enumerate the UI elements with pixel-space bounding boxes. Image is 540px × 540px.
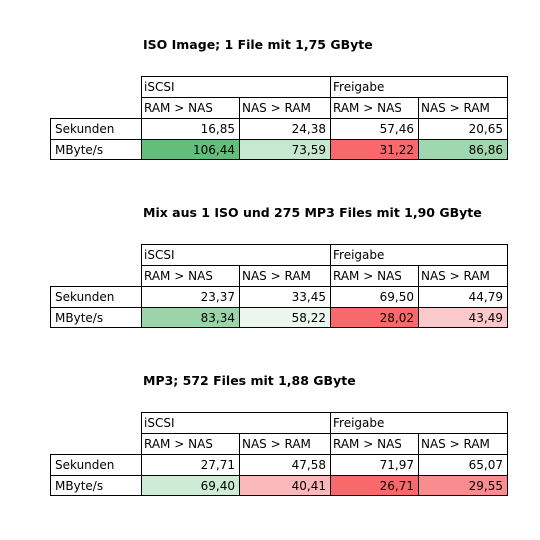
row-label-mbyte: MByte/s [50,139,141,160]
value-cell-colored: 31,22 [330,139,418,160]
row-label-mbyte: MByte/s [50,307,141,328]
row-label-sekunden: Sekunden [50,454,141,475]
value-cell: 47,58 [239,454,330,475]
value-cell-colored: 43,49 [418,307,508,328]
row-label-mbyte: MByte/s [50,475,141,496]
section-title: ISO Image; 1 File mit 1,75 GByte [143,37,373,52]
section-title: MP3; 572 Files mit 1,88 GByte [143,373,356,388]
value-cell-colored: 40,41 [239,475,330,496]
group-header-iscsi: iSCSI [141,76,330,97]
column-header: RAM > NAS [141,265,239,286]
value-cell-colored: 106,44 [141,139,239,160]
value-cell-colored: 28,02 [330,307,418,328]
value-cell: 24,38 [239,118,330,139]
column-header: NAS > RAM [418,433,508,454]
value-cell: 57,46 [330,118,418,139]
group-header-freigabe: Freigabe [330,244,508,265]
value-cell: 71,97 [330,454,418,475]
column-header: NAS > RAM [239,433,330,454]
value-cell-colored: 73,59 [239,139,330,160]
value-cell: 44,79 [418,286,508,307]
value-cell: 33,45 [239,286,330,307]
value-cell: 27,71 [141,454,239,475]
results-table: iSCSI Freigabe RAM > NAS NAS > RAM RAM >… [50,412,508,496]
group-header-freigabe: Freigabe [330,412,508,433]
value-cell: 23,37 [141,286,239,307]
group-header-freigabe: Freigabe [330,76,508,97]
results-table: iSCSI Freigabe RAM > NAS NAS > RAM RAM >… [50,76,508,160]
column-header: RAM > NAS [141,97,239,118]
column-header: RAM > NAS [330,97,418,118]
section-title: Mix aus 1 ISO und 275 MP3 Files mit 1,90… [143,205,482,220]
value-cell-colored: 26,71 [330,475,418,496]
column-header: NAS > RAM [418,97,508,118]
column-header: NAS > RAM [239,97,330,118]
column-header: RAM > NAS [330,265,418,286]
value-cell: 20,65 [418,118,508,139]
column-header: NAS > RAM [239,265,330,286]
value-cell: 16,85 [141,118,239,139]
group-header-iscsi: iSCSI [141,244,330,265]
column-header: RAM > NAS [330,433,418,454]
column-header: NAS > RAM [418,265,508,286]
value-cell-colored: 69,40 [141,475,239,496]
results-table: iSCSI Freigabe RAM > NAS NAS > RAM RAM >… [50,244,508,328]
group-header-iscsi: iSCSI [141,412,330,433]
value-cell: 65,07 [418,454,508,475]
value-cell: 69,50 [330,286,418,307]
row-label-sekunden: Sekunden [50,286,141,307]
row-label-sekunden: Sekunden [50,118,141,139]
value-cell-colored: 83,34 [141,307,239,328]
value-cell-colored: 86,86 [418,139,508,160]
value-cell-colored: 58,22 [239,307,330,328]
column-header: RAM > NAS [141,433,239,454]
value-cell-colored: 29,55 [418,475,508,496]
